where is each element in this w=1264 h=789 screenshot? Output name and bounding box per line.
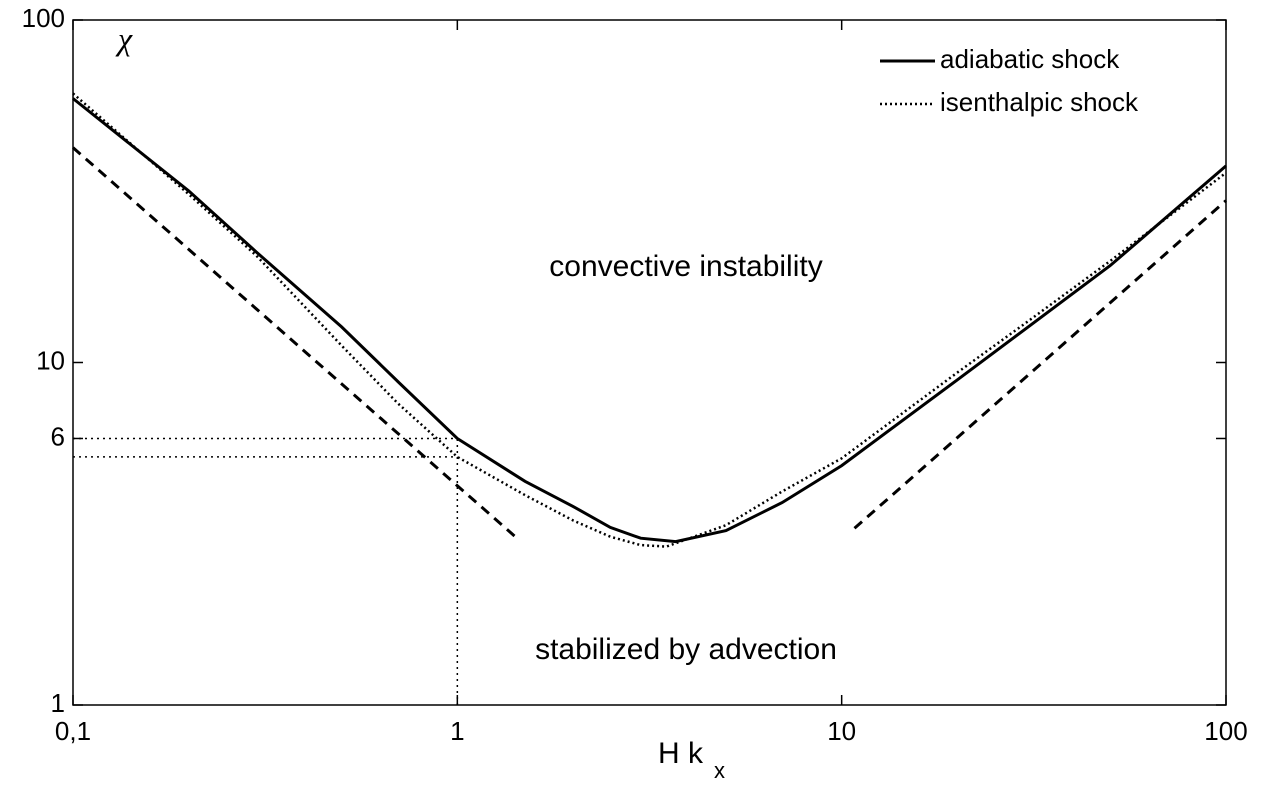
y-tick-label: 6 (51, 421, 65, 451)
annotation: stabilized by advection (535, 633, 837, 666)
y-tick-label: 1 (51, 688, 65, 718)
annotation: convective instability (549, 250, 822, 283)
y-tick-label: 10 (36, 345, 65, 375)
legend-label: adiabatic shock (940, 44, 1120, 74)
x-axis-label: H k (658, 737, 704, 770)
legend-label: isenthalpic shock (940, 87, 1139, 117)
plot-frame (72, 19, 1227, 706)
y-tick-label: 100 (22, 3, 65, 33)
asymptote (853, 199, 1227, 530)
x-tick-label: 1 (450, 716, 464, 746)
series-line (72, 97, 1227, 544)
series-line (72, 92, 1227, 548)
x-tick-label: 100 (1204, 716, 1247, 746)
y-axis-label: χ (115, 20, 133, 56)
x-tick-label: 0,1 (55, 716, 91, 746)
x-axis-label-subscript: x (714, 758, 725, 783)
x-tick-label: 10 (827, 716, 856, 746)
asymptote (72, 146, 518, 540)
